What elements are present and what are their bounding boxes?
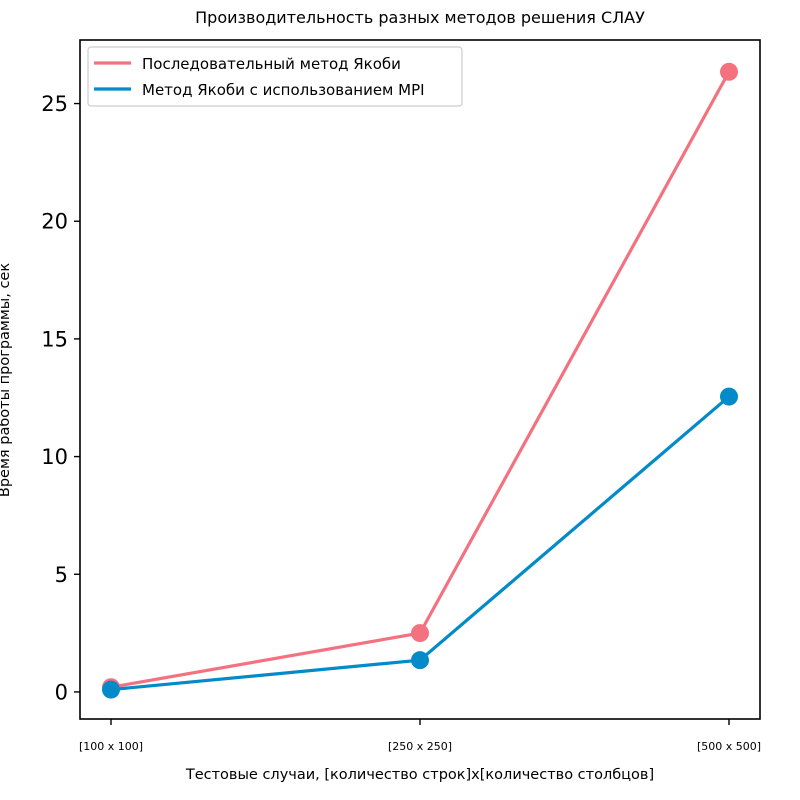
data-point-series-2: [720, 387, 738, 406]
data-point-series-1: [720, 62, 738, 81]
y-tick-label: 15: [41, 327, 68, 351]
series-points: [102, 62, 738, 699]
x-axis-label: Тестовые случаи, [количество строк]x[кол…: [185, 767, 654, 783]
legend-label-1: Последовательный метод Якоби: [142, 55, 401, 73]
y-tick-label: 10: [41, 445, 68, 469]
y-axis-label: Время работы программы, сек: [0, 263, 13, 497]
legend-box: [87, 46, 463, 107]
data-point-series-1: [411, 624, 429, 643]
y-tick-label: 25: [41, 92, 68, 116]
series-lines: [110, 71, 731, 692]
x-tick-label: [100 x 100]: [79, 740, 143, 753]
y-tick-label: 0: [55, 680, 68, 704]
axis-ticks: 0 5 10 15 20 25 [100 x 100] [250 x 250] [500 x 5…: [41, 92, 761, 753]
y-tick-label: 20: [41, 210, 68, 234]
legend-label-2: Метод Якоби с использованием MPI: [142, 81, 425, 99]
legend: Последовательный метод Якоби Метод Якоби …: [87, 46, 463, 107]
series-line-2: [110, 395, 731, 692]
x-tick-label: [500 x 500]: [697, 740, 761, 753]
plot-frame: [79, 39, 761, 720]
data-point-series-2: [102, 680, 120, 699]
series-line-1: [110, 71, 731, 689]
data-point-series-2: [411, 651, 429, 670]
chart-title: Производительность разных методов решени…: [195, 8, 645, 27]
y-tick-label: 5: [55, 563, 68, 587]
x-tick-label: [250 x 250]: [388, 740, 452, 753]
